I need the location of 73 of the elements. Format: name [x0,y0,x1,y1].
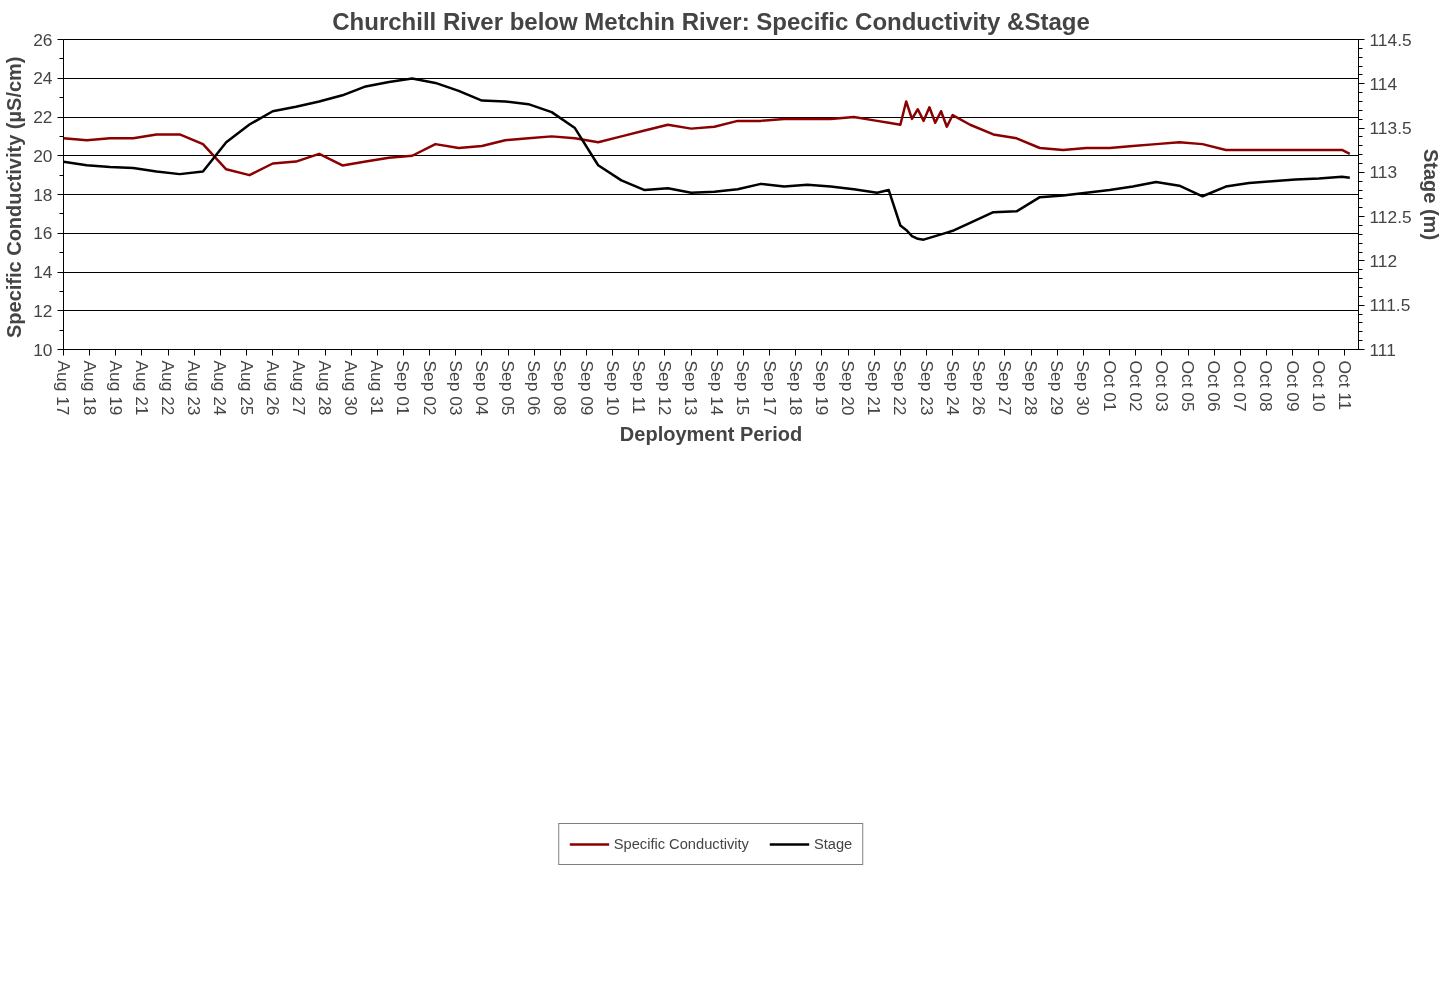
legend-label: Specific Conductivity [613,836,749,852]
x-tick-label: Aug 31 [367,360,388,416]
x-tick-label: Oct 11 [1334,360,1355,411]
x-tick-label: Oct 03 [1151,360,1172,412]
x-tick-label: Sep 13 [681,360,702,416]
x-tick-label: Oct 09 [1282,360,1303,412]
x-tick-label: Sep 21 [864,360,885,416]
x-tick-label: Sep 09 [576,360,597,416]
y-tick-label: 20 [33,145,53,166]
x-tick-label: Sep 06 [524,360,545,416]
x-tick-label: Oct 08 [1256,360,1277,412]
x-tick-label: Oct 07 [1230,360,1251,412]
y2-tick-label: 113.5 [1369,118,1412,139]
x-tick-label: Oct 01 [1099,360,1120,412]
y2-tick-label: 113 [1369,162,1398,183]
y2-tick-label: 114.5 [1369,29,1412,50]
x-tick-label: Oct 05 [1178,360,1199,412]
x-tick-label: Aug 30 [341,360,362,416]
y2-tick-label: 114 [1369,73,1398,94]
y-tick-label: 12 [33,300,53,321]
y2-tick-label: 111.5 [1369,295,1411,316]
x-tick-label: Sep 23 [916,360,937,416]
y-tick-label: 10 [33,339,53,360]
x-tick-label: Sep 11 [628,360,649,415]
x-tick-label: Sep 18 [785,360,806,416]
x-axis-title: Deployment Period [619,423,803,446]
x-tick-label: Aug 23 [184,360,205,416]
y2-tick-label: 112 [1369,250,1398,271]
y-tick-label: 14 [33,262,53,282]
x-tick-label: Aug 22 [158,360,179,416]
x-tick-label: Aug 27 [288,360,309,416]
x-tick-label: Sep 01 [393,360,414,416]
x-tick-label: Aug 26 [262,360,283,416]
y-axis-title: Specific Conductivity (µS/cm) [3,56,26,339]
x-tick-label: Sep 05 [498,360,519,416]
x-tick-label: Sep 28 [1021,360,1042,416]
x-tick-label: Oct 06 [1204,360,1225,412]
y-tick-label: 24 [33,68,53,89]
x-tick-label: Sep 12 [654,360,675,416]
x-tick-label: Aug 25 [236,360,257,416]
x-tick-label: Sep 24 [942,360,963,416]
x-tick-label: Sep 19 [811,360,832,416]
x-tick-label: Aug 28 [315,360,336,416]
x-tick-label: Oct 02 [1125,360,1146,412]
y2-axis-title: Stage (m) [1419,148,1442,241]
x-tick-label: Sep 29 [1047,360,1068,416]
x-tick-label: Aug 19 [105,360,126,416]
y2-tick-label: 111 [1369,339,1396,360]
y-tick-label: 26 [33,29,53,50]
x-tick-label: Sep 04 [471,360,492,416]
x-tick-label: Aug 17 [53,360,74,416]
x-tick-label: Sep 20 [838,360,859,416]
x-tick-label: Sep 22 [890,360,911,416]
x-tick-label: Sep 30 [1073,360,1094,416]
legend-label: Stage [813,836,853,852]
x-tick-label: Sep 03 [445,360,466,416]
y2-tick-label: 112.5 [1369,206,1412,227]
y-tick-label: 22 [33,107,53,127]
x-tick-label: Aug 24 [210,360,231,416]
x-tick-label: Oct 10 [1308,360,1329,412]
y-tick-label: 16 [33,223,53,244]
chart-title: Churchill River below Metchin River: Specific Conductivity &Stage [332,7,1090,35]
y-tick-label: 18 [33,184,53,205]
x-tick-label: Sep 26 [968,360,989,416]
x-tick-label: Sep 27 [994,360,1015,416]
x-tick-label: Sep 02 [419,360,440,416]
x-tick-label: Sep 08 [550,360,571,416]
x-tick-label: Aug 18 [79,360,100,416]
x-tick-label: Sep 15 [733,360,754,416]
x-tick-label: Sep 10 [602,360,623,416]
x-tick-label: Sep 17 [759,360,780,416]
x-tick-label: Aug 21 [131,360,152,416]
x-tick-label: Sep 14 [707,360,728,416]
